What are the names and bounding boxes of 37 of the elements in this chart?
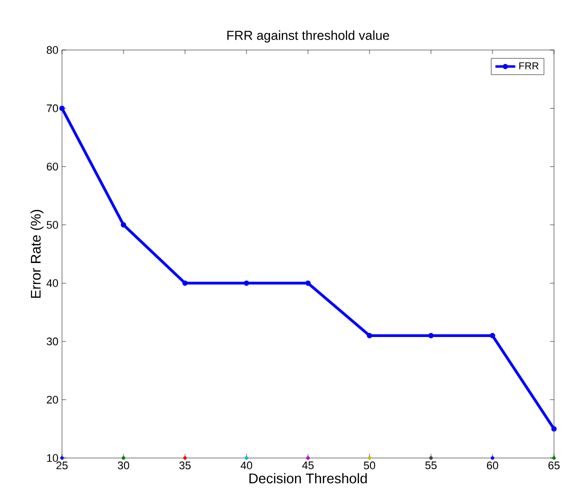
x-tick-label: 55 <box>425 462 437 470</box>
y-tick-label: 10 <box>47 454 58 462</box>
x-tick-label: 40 <box>240 462 252 470</box>
point <box>490 332 496 338</box>
point <box>182 280 188 286</box>
x-tick-label: 60 <box>486 462 498 470</box>
y-tick-label: 30 <box>46 338 58 346</box>
legend-label: FRR <box>519 62 539 70</box>
x-tick-label: 45 <box>302 462 314 470</box>
point <box>122 456 126 460</box>
x-axis-title: Decision Threshold <box>249 473 367 484</box>
x-tick-label: 50 <box>364 462 376 470</box>
y-tick-label: 60 <box>46 162 58 170</box>
y-tick-label: 20 <box>46 396 58 404</box>
point <box>306 456 310 460</box>
point <box>59 106 65 111</box>
point <box>428 332 434 338</box>
y-axis-title: Error Rate (%) <box>30 210 44 298</box>
point <box>429 456 433 460</box>
point <box>183 456 187 460</box>
x-tick-label: 35 <box>179 462 191 470</box>
y-tick-label: 40 <box>46 279 58 288</box>
x-tick-label: 65 <box>548 462 560 470</box>
point <box>368 456 372 460</box>
y-tick-label: 80 <box>46 46 58 54</box>
point <box>120 222 126 228</box>
point <box>244 456 248 460</box>
point <box>244 280 250 286</box>
x-tick-label: 30 <box>118 462 130 470</box>
point <box>552 456 556 460</box>
chart-title: FRR against threshold value <box>227 30 390 42</box>
y-tick-label: 50 <box>46 220 58 229</box>
y-tick-label: 70 <box>46 104 58 112</box>
x-tick-label: 25 <box>56 462 68 470</box>
point <box>305 280 311 286</box>
point <box>366 332 372 338</box>
point <box>551 426 557 432</box>
